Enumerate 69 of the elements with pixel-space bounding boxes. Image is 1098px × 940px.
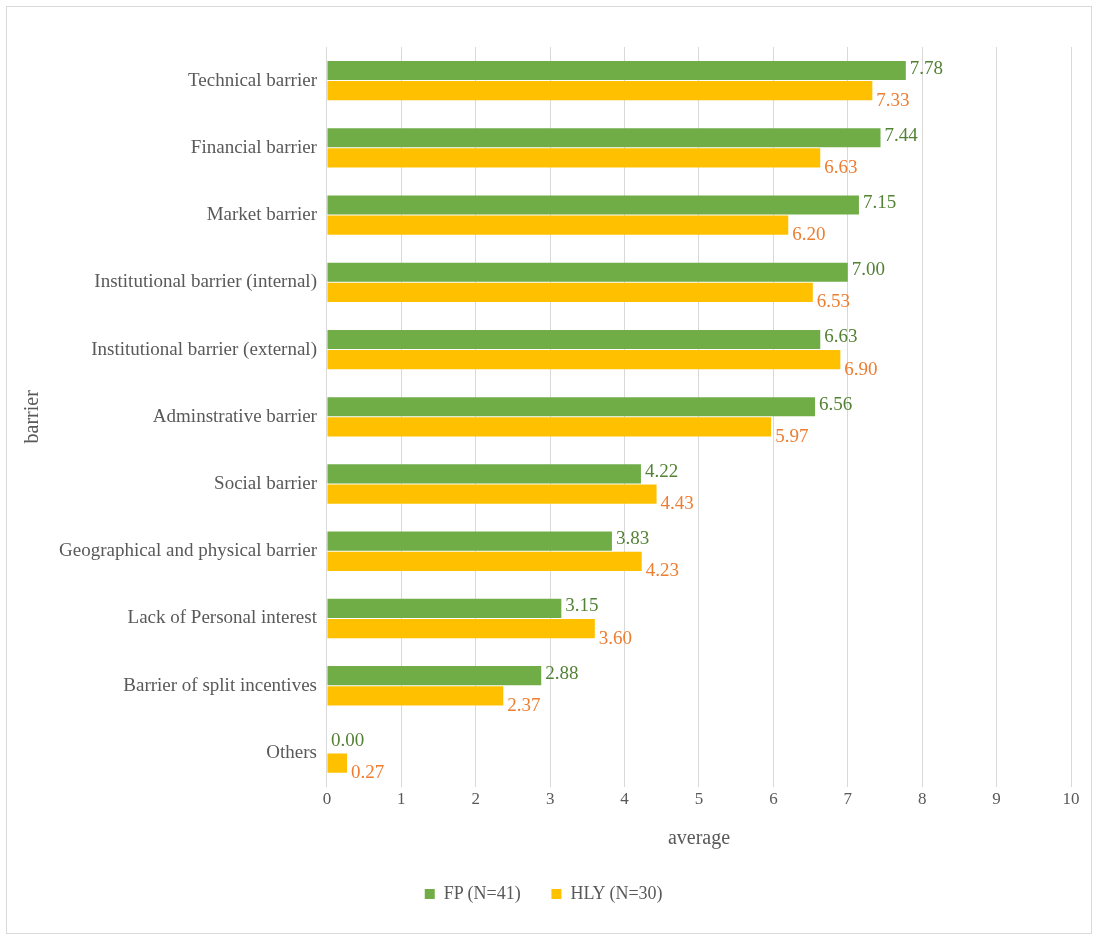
data-label: 3.83	[615, 527, 650, 549]
x-tick-label: 9	[992, 789, 1001, 809]
data-label: 3.60	[598, 626, 633, 648]
y-tick-label: Barrier of split incentives	[123, 673, 317, 695]
bar	[327, 666, 542, 686]
data-label: 7.15	[862, 190, 897, 212]
legend-label: FP (N=41)	[443, 882, 521, 904]
x-tick-label: 3	[545, 789, 555, 809]
bar	[327, 262, 848, 282]
data-label: 5.97	[775, 424, 809, 446]
data-label: 7.00	[851, 258, 886, 280]
x-tick-label: 5	[694, 789, 704, 809]
legend-label: HLY (N=30)	[570, 882, 663, 904]
bar	[327, 128, 881, 148]
bar	[327, 598, 562, 619]
data-label: 2.37	[507, 693, 541, 715]
y-tick-label: Adminstrative barrier	[152, 404, 318, 426]
bar	[327, 417, 772, 437]
bar	[327, 60, 906, 81]
bar	[327, 215, 789, 235]
data-label: 4.43	[660, 492, 694, 514]
bar	[327, 619, 595, 639]
x-tick-label: 0	[322, 789, 332, 809]
data-label: 4.23	[645, 559, 679, 581]
y-tick-label: Market barrier	[206, 203, 318, 225]
data-label: 6.63	[824, 155, 858, 177]
x-tick-label: 1	[397, 789, 406, 809]
y-tick-label: Institutional barrier (external)	[91, 337, 317, 360]
y-tick-label: Social barrier	[214, 472, 318, 494]
bar	[327, 350, 841, 370]
x-tick-label: 4	[620, 789, 630, 809]
data-label: 7.44	[884, 123, 919, 145]
y-tick-label: Financial barrier	[190, 135, 318, 157]
x-tick-label: 10	[1062, 789, 1080, 809]
bar	[327, 753, 348, 773]
bar	[327, 531, 612, 551]
y-tick-label: Technical barrier	[188, 68, 318, 90]
data-label: 6.90	[844, 357, 878, 379]
bar	[327, 551, 642, 571]
x-tick-label: 6	[769, 789, 778, 809]
bar	[327, 148, 821, 168]
bar	[327, 397, 816, 417]
bar	[327, 686, 504, 706]
data-label: 0.00	[330, 728, 365, 750]
bar	[327, 329, 821, 350]
y-tick-label: Institutional barrier (internal)	[94, 270, 317, 293]
x-tick-label: 8	[917, 789, 927, 809]
data-label: 6.53	[816, 290, 851, 312]
data-label: 2.88	[545, 661, 579, 683]
y-axis-title: barrier	[20, 389, 43, 444]
data-label: 6.56	[819, 392, 853, 414]
data-label: 7.78	[909, 56, 944, 78]
data-label: 7.33	[876, 88, 910, 110]
bar	[327, 282, 813, 302]
x-axis-title: average	[667, 826, 731, 850]
data-label: 6.63	[824, 325, 858, 347]
x-tick-label: 7	[843, 789, 853, 809]
bar	[327, 484, 657, 504]
x-tick-label: 2	[471, 789, 481, 809]
data-label: 4.22	[644, 459, 679, 481]
bar	[327, 464, 641, 484]
bar	[327, 81, 873, 101]
data-label: 6.20	[792, 223, 826, 245]
data-label: 3.15	[565, 594, 599, 616]
y-tick-label: Others	[266, 740, 317, 762]
data-label: 0.27	[351, 761, 385, 783]
y-tick-label: Lack of Personal interest	[127, 606, 318, 628]
y-tick-label: Geographical and physical barrier	[59, 539, 318, 561]
bar	[327, 195, 859, 215]
